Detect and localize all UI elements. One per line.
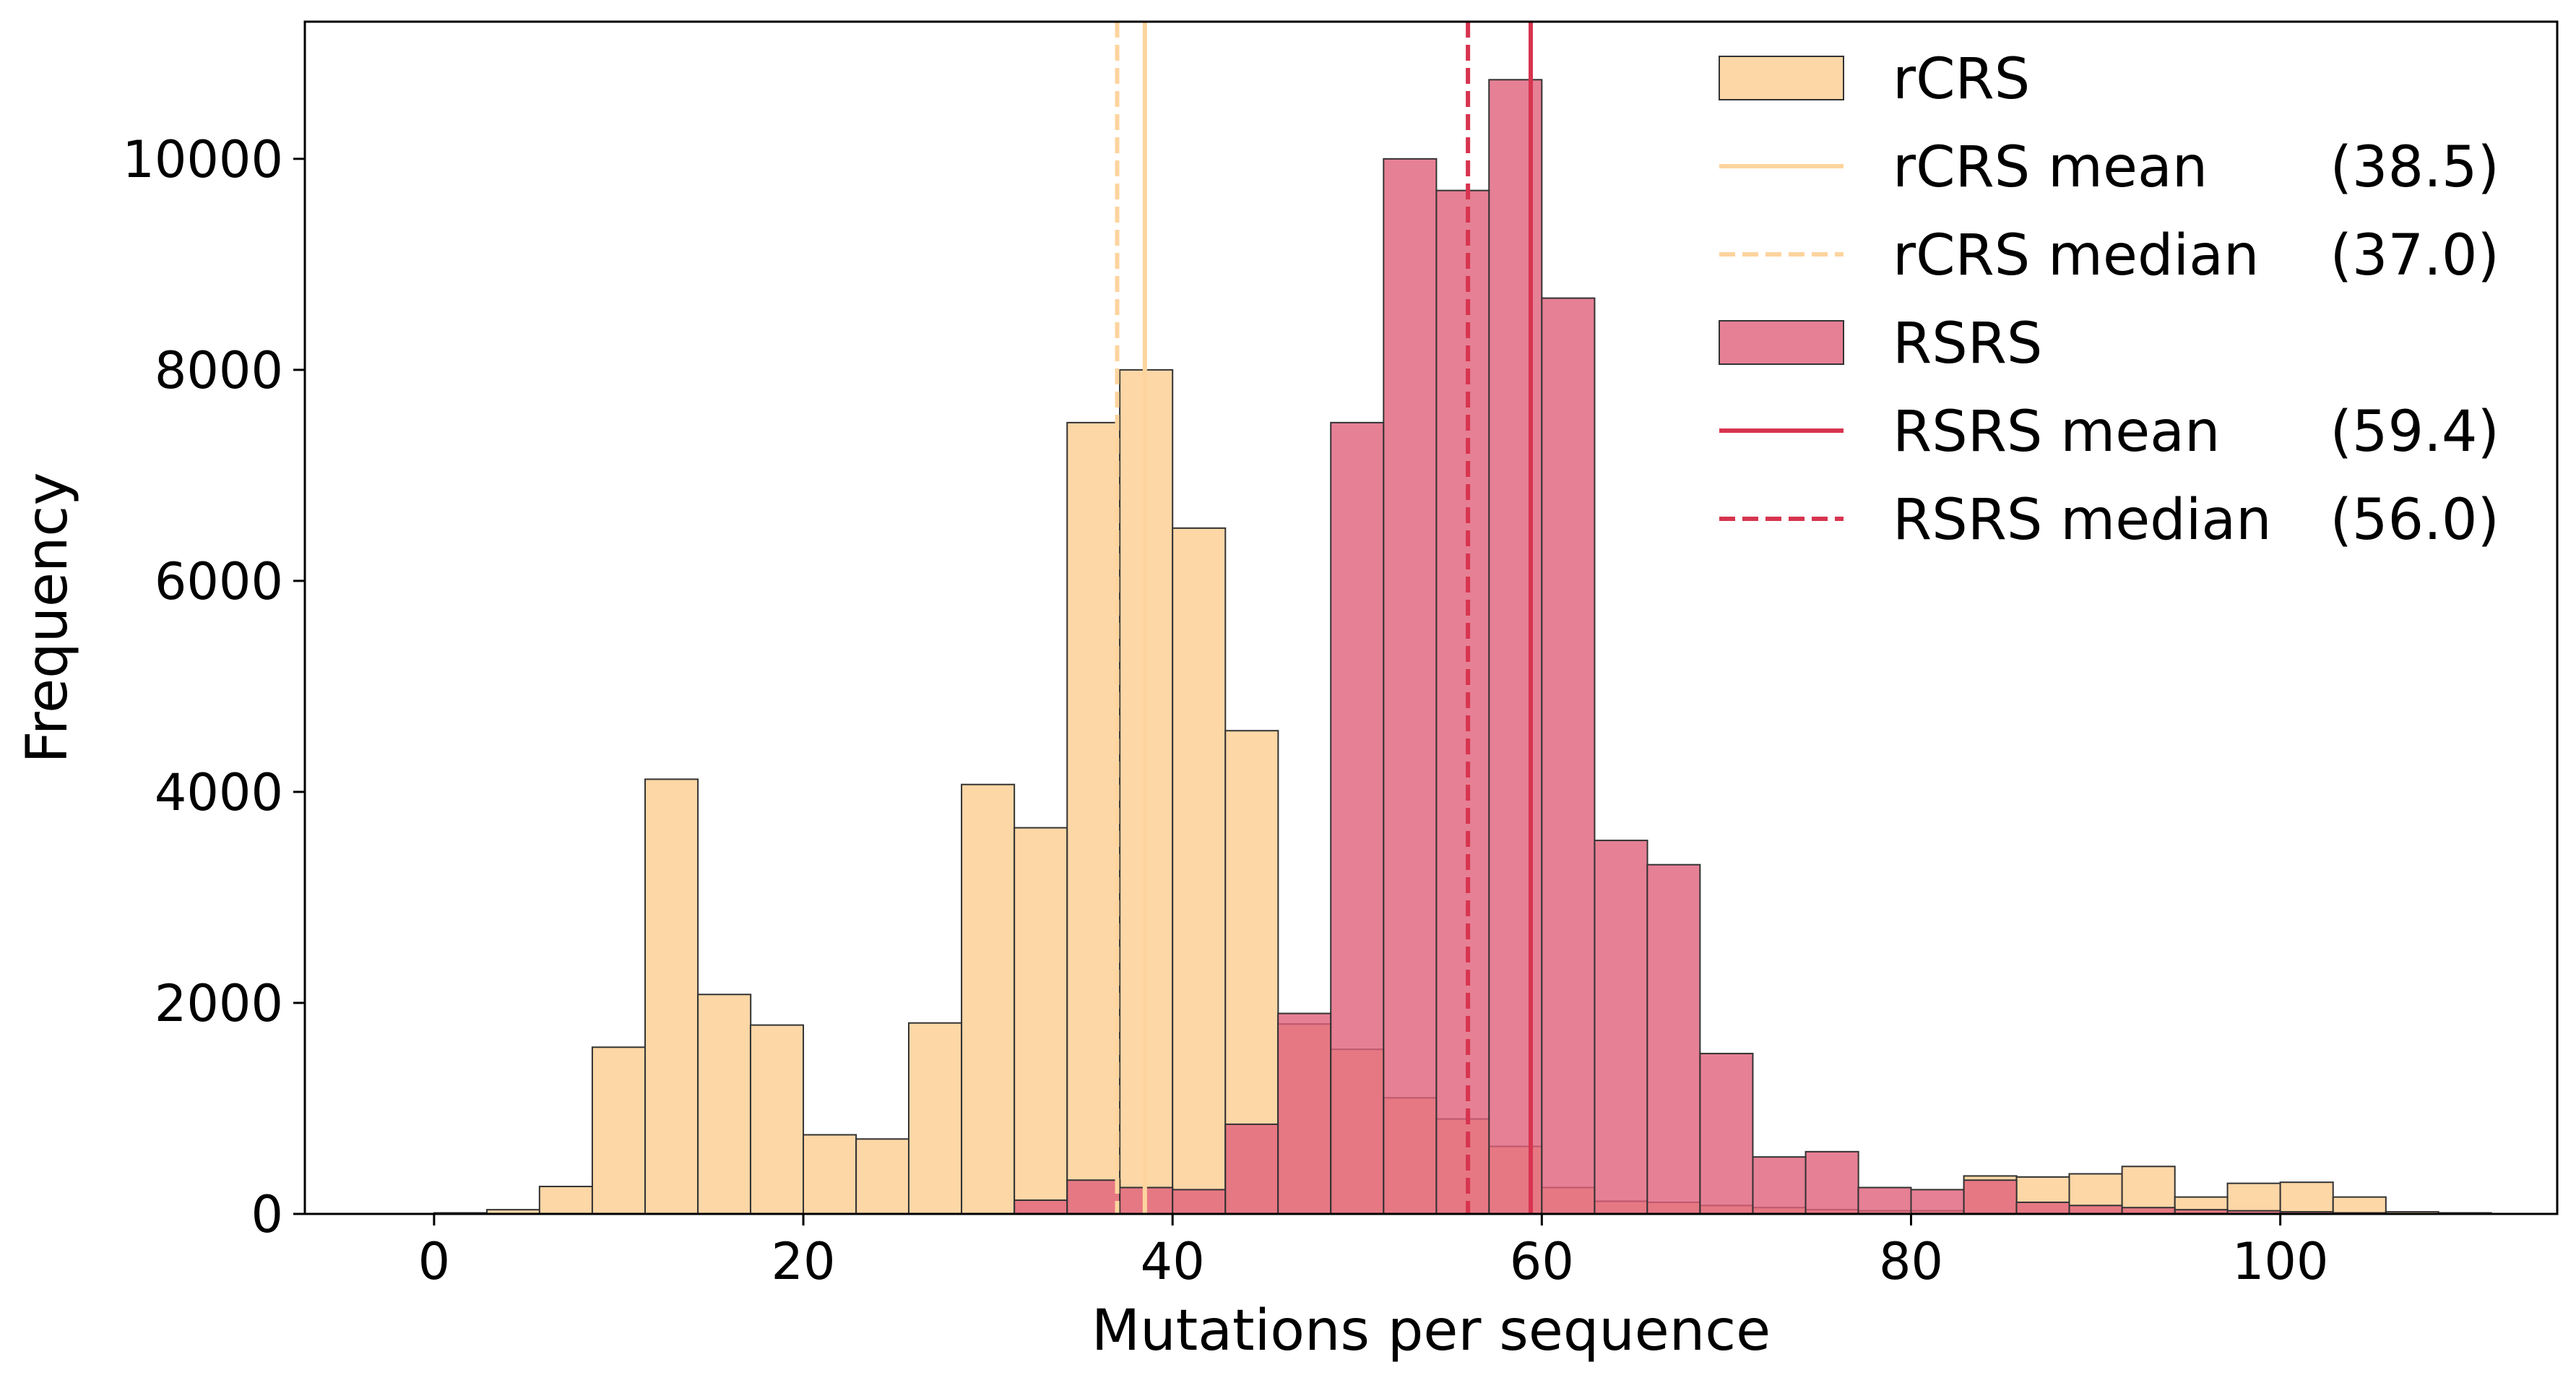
rsrs-bar [1013,1199,1068,1215]
rsrs-bar [1857,1186,1912,1215]
rsrs-bar [1805,1150,1859,1215]
rsrs-bar [2068,1205,2123,1215]
x-axis-label: Mutations per sequence [1092,1298,1771,1363]
x-tick-label: 80 [1879,1232,1943,1291]
rsrs-bars [1013,79,2387,1215]
x-tick-label: 20 [771,1232,836,1291]
axes [303,20,2559,1215]
y-axis-label: Frequency [15,473,80,764]
rsrs-bar [1277,1012,1332,1215]
rcrs-bar [697,994,752,1215]
legend-value: (56.0) [2330,488,2499,553]
legend-value: (59.4) [2330,400,2499,465]
rsrs-bar [1910,1189,1965,1215]
rsrs-bar [1752,1156,1807,1215]
rcrs-bar [961,783,1016,1215]
rcrs-bar [2121,1166,2176,1215]
rcrs-bar [749,1024,805,1215]
x-tick-label: 40 [1141,1232,1205,1291]
y-tick-label: 10000 [122,130,283,189]
rsrs-bar [1330,421,1385,1215]
rsrs-bar [1172,1189,1227,1215]
rcrs-bar [2279,1181,2334,1215]
rcrs-bar [1013,827,1068,1215]
rsrs-bar [1435,189,1490,1215]
rcrs-bar [803,1134,857,1215]
rcrs-bar [2226,1182,2281,1215]
x-tick-label: 0 [418,1232,451,1291]
rsrs-bar [1488,79,1543,1215]
rcrs-bar [2332,1196,2387,1215]
legend-label: rCRS mean [1893,135,2208,200]
y-tick-label: 0 [251,1185,283,1244]
rcrs-bar [1066,421,1121,1215]
rcrs-bar [538,1186,593,1215]
rcrs-bar [644,778,699,1215]
rsrs-bar [1646,863,1701,1215]
legend-swatch [1719,56,1844,100]
ticks: 0 20 40 60 80 100 0 2000 4000 6000 8000 10000 [122,130,2328,1291]
x-tick-label: 100 [2232,1232,2329,1291]
y-tick-label: 2000 [155,974,283,1033]
rsrs-bar [2015,1201,2070,1215]
legend-swatch [1719,320,1844,365]
legend-value: (38.5) [2330,135,2499,200]
legend: rCRS rCRS mean (38.5) rCRS median (37.0) RSRS… [1719,47,2499,553]
rsrs-bar [1066,1179,1121,1215]
rcrs-bar [1172,527,1227,1215]
rcrs-bar [855,1138,910,1215]
legend-label: rCRS median [1893,223,2259,288]
rsrs-bar [1963,1179,2018,1215]
rsrs-bar [1383,158,1438,1215]
legend-value: (37.0) [2330,223,2499,288]
legend-label: rCRS [1893,47,2030,112]
legend-label: RSRS median [1893,488,2272,553]
rcrs-bar [591,1046,647,1215]
rsrs-bar [1224,1123,1279,1215]
legend-label: RSRS mean [1893,400,2220,465]
rsrs-bar [1541,297,1596,1215]
x-tick-label: 60 [1510,1232,1574,1291]
y-tick-label: 8000 [155,341,283,400]
plot-frame [303,20,2559,1215]
reference-lines [1115,22,1534,1214]
rcrs-bar [907,1022,963,1215]
y-tick-label: 6000 [155,552,283,611]
legend-label: RSRS [1893,311,2042,376]
rsrs-bar [1594,840,1648,1215]
y-tick-label: 4000 [155,763,283,822]
rsrs-bar [1699,1053,1754,1215]
